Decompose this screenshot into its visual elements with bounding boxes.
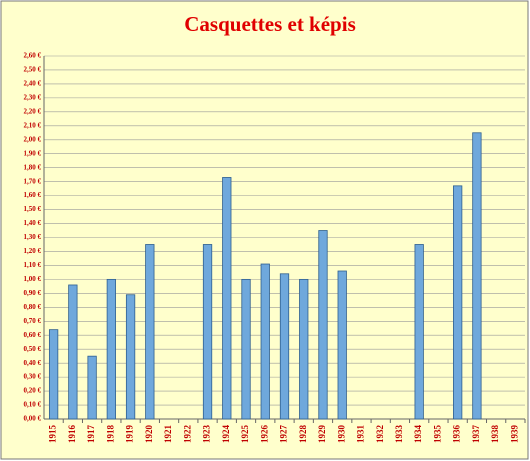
x-tick-label: 1934 xyxy=(413,425,423,444)
y-tick-label: 0,70 € xyxy=(24,317,42,325)
x-tick-label: 1922 xyxy=(182,425,192,444)
bar xyxy=(241,278,251,420)
y-tick-label: 2,00 € xyxy=(24,135,42,143)
bar xyxy=(337,270,347,420)
chart-title: Casquettes et képis xyxy=(184,12,356,36)
x-tick-label: 1936 xyxy=(452,425,462,444)
x-tick-label: 1933 xyxy=(394,425,404,444)
y-tick-label: 2,40 € xyxy=(24,80,42,88)
x-tick-label: 1939 xyxy=(509,425,519,444)
y-tick-label: 1,90 € xyxy=(24,149,42,157)
y-tick-label: 2,30 € xyxy=(24,93,42,101)
y-tick-label: 1,30 € xyxy=(24,233,42,241)
x-tick-label: 1921 xyxy=(163,425,173,444)
bar xyxy=(145,244,155,420)
bar xyxy=(279,273,290,420)
x-tick-label: 1935 xyxy=(432,425,442,444)
y-tick-label: 0,00 € xyxy=(24,415,42,423)
bar xyxy=(222,177,232,420)
y-tick-label: 1,00 € xyxy=(24,275,42,283)
bar xyxy=(48,329,59,420)
y-tick-label: 0,90 € xyxy=(24,289,42,297)
bar xyxy=(414,244,424,420)
x-tick-label: 1928 xyxy=(298,425,308,444)
bar xyxy=(87,355,97,420)
bar xyxy=(260,263,270,420)
y-tick-label: 1,50 € xyxy=(24,205,42,213)
y-tick-label: 0,60 € xyxy=(24,331,42,339)
x-tick-label: 1923 xyxy=(202,425,212,444)
y-tick-label: 0,30 € xyxy=(24,373,42,381)
x-tick-label: 1927 xyxy=(279,425,289,444)
y-tick-label: 2,60 € xyxy=(24,52,42,60)
y-tick-label: 0,20 € xyxy=(24,387,42,395)
x-tick-label: 1932 xyxy=(375,425,385,444)
y-tick-label: 1,10 € xyxy=(24,261,42,269)
x-tick-label: 1926 xyxy=(259,425,269,444)
x-tick-label: 1924 xyxy=(221,425,231,444)
bar xyxy=(472,132,482,420)
x-tick-label: 1920 xyxy=(144,425,154,444)
y-tick-label: 0,50 € xyxy=(24,345,42,353)
y-tick-label: 1,60 € xyxy=(24,191,42,199)
y-tick-label: 0,80 € xyxy=(24,303,42,311)
y-tick-label: 1,80 € xyxy=(24,163,42,171)
bar xyxy=(453,185,463,420)
x-tick-label: 1916 xyxy=(67,425,77,444)
y-tick-label: 2,10 € xyxy=(24,121,42,129)
x-tick-label: 1917 xyxy=(86,425,96,444)
x-tick-label: 1937 xyxy=(471,425,481,444)
bar xyxy=(125,294,136,420)
x-tick-label: 1915 xyxy=(48,425,58,444)
y-tick-label: 1,70 € xyxy=(24,177,42,185)
y-tick-label: 0,10 € xyxy=(24,401,42,409)
x-tick-label: 1925 xyxy=(240,425,250,444)
x-tick-label: 1919 xyxy=(125,425,135,444)
y-tick-label: 2,50 € xyxy=(24,66,42,74)
bar xyxy=(318,230,328,420)
y-tick-label: 1,20 € xyxy=(24,247,42,255)
bar xyxy=(68,284,78,420)
bar xyxy=(202,244,213,420)
x-tick-label: 1930 xyxy=(336,425,346,444)
y-tick-label: 1,40 € xyxy=(24,219,42,227)
bar xyxy=(299,278,309,420)
x-tick-label: 1918 xyxy=(105,425,115,444)
y-tick-label: 0,40 € xyxy=(24,359,42,367)
x-tick-label: 1929 xyxy=(317,425,327,444)
bar xyxy=(106,278,116,420)
x-tick-label: 1938 xyxy=(490,425,500,444)
x-tick-label: 1931 xyxy=(356,425,366,444)
y-tick-label: 2,20 € xyxy=(24,107,42,115)
